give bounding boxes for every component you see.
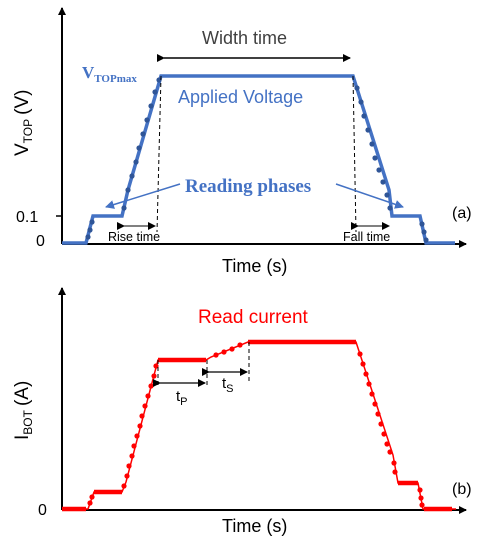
bottom-x-label: Time (s) — [222, 516, 287, 536]
tp-label: tP — [176, 388, 188, 408]
ts-label: tS — [222, 375, 234, 395]
top-panel: 0.1 0 VTOP(V) Time (s) (a) — [12, 7, 472, 276]
reading-phases-label: Reading phases — [185, 176, 311, 197]
bottom-y-label: IBOT(A) — [12, 381, 35, 440]
read-current-label: Read current — [198, 307, 309, 328]
reading-phases-arrow-right — [335, 183, 404, 209]
bottom-panel: 0 IBOT(A) Time (s) (b) Read current — [12, 287, 472, 536]
fall-dash-start — [352, 75, 357, 233]
top-tick-0-1: 0.1 — [16, 209, 38, 226]
top-tick-0: 0 — [36, 233, 45, 250]
fall-time-label: Fall time — [343, 230, 390, 244]
rise-dash-end — [156, 75, 162, 233]
bottom-panel-tag: (b) — [452, 481, 472, 498]
top-panel-tag: (a) — [452, 205, 472, 222]
top-y-label: VTOP(V) — [12, 90, 35, 156]
width-time-label: Width time — [202, 28, 287, 48]
rise-time-label: Rise time — [108, 230, 160, 244]
top-ramp-dots — [85, 77, 429, 243]
bottom-ramp-dots — [87, 342, 425, 508]
read-current-line — [62, 341, 456, 510]
bottom-thick-segments — [62, 339, 452, 512]
reading-phases-arrow-left — [105, 183, 181, 209]
bottom-tick-0: 0 — [38, 502, 47, 519]
top-x-label: Time (s) — [222, 256, 287, 276]
vtopmax-label: VTOPmax — [82, 63, 137, 85]
applied-voltage-label: Applied Voltage — [178, 87, 303, 107]
